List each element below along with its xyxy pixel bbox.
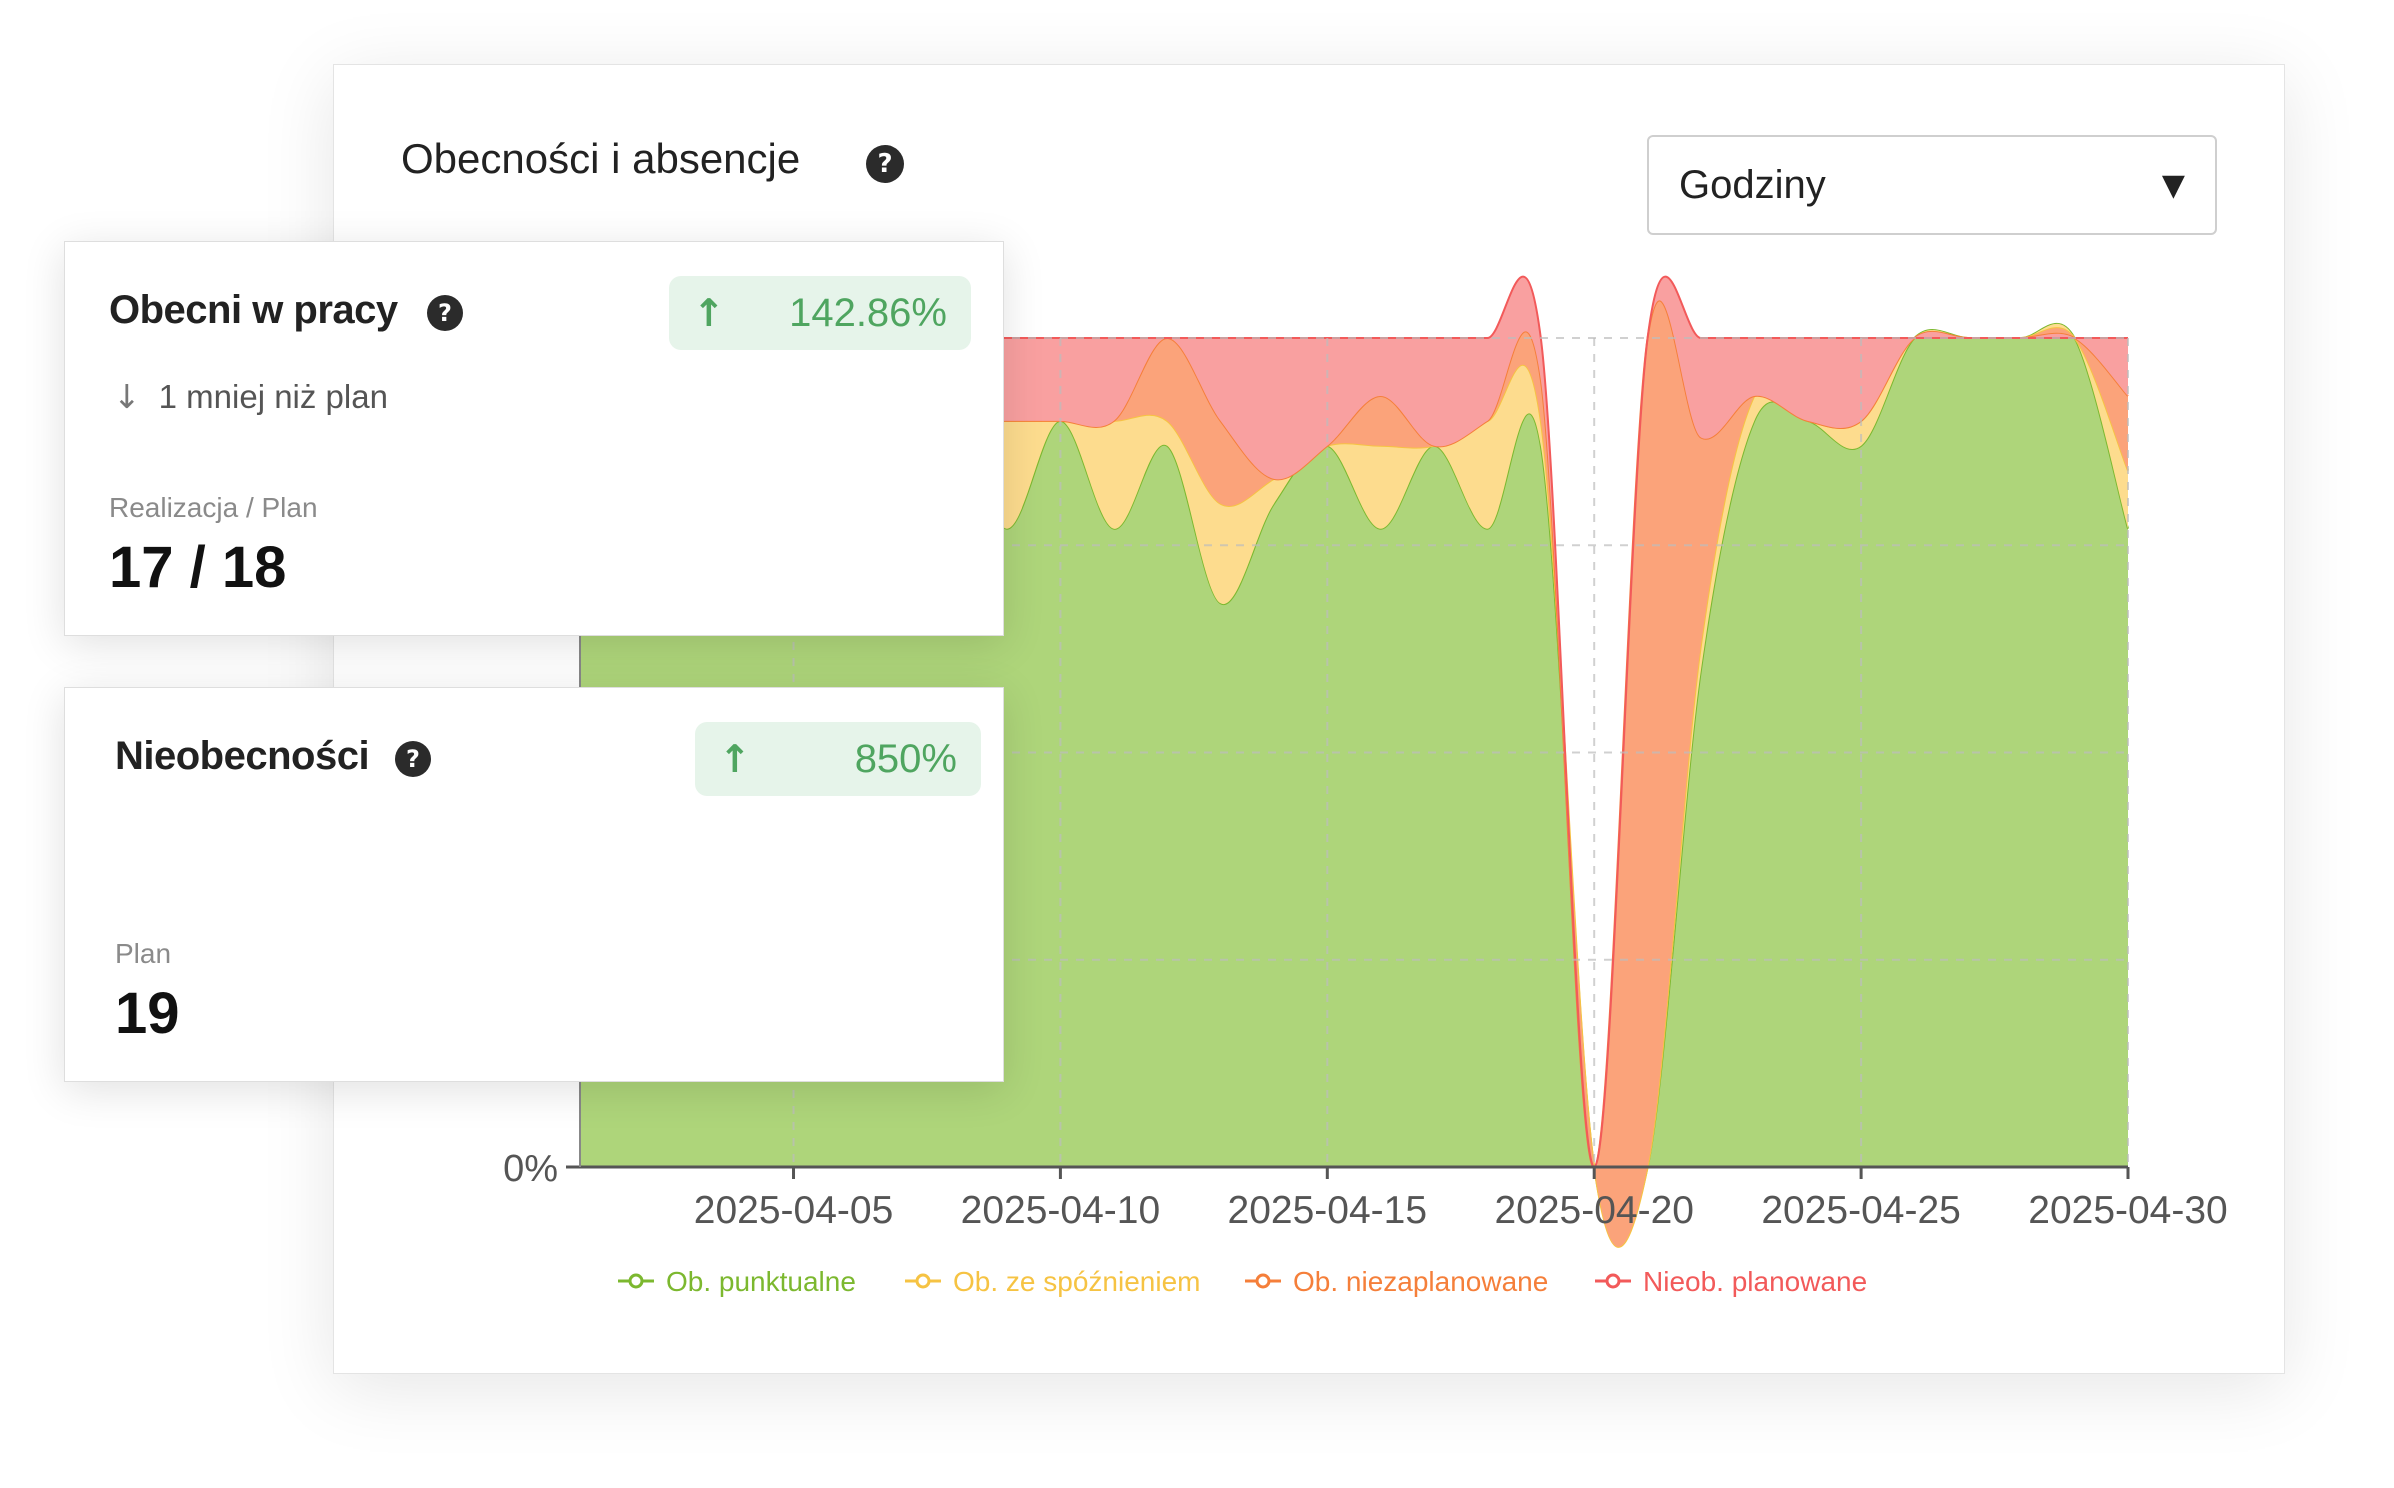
unit-select[interactable]: Godziny ▼ xyxy=(1647,135,2217,235)
present-metric-label: Realizacja / Plan xyxy=(109,492,318,523)
absent-metric-label: Plan xyxy=(115,938,172,969)
present-vs-plan: ↓ 1 mniej niż plan xyxy=(113,377,388,416)
present-metric-value: 17 / 18 xyxy=(109,535,287,600)
x-tick-label: 2025-04-20 xyxy=(1494,1189,1694,1232)
dropdown-arrow-icon: ▼ xyxy=(2161,167,2185,203)
absent-metric-value: 19 xyxy=(115,981,180,1046)
absent-card-title: Nieobecności xyxy=(115,734,370,778)
help-icon[interactable]: ? xyxy=(395,741,431,777)
legend-item-1[interactable]: Ob. punktualne xyxy=(618,1266,856,1297)
legend-label: Ob. ze spóźnieniem xyxy=(953,1266,1200,1297)
arrow-up-icon: ↑ xyxy=(693,291,725,335)
x-tick-label: 2025-04-10 xyxy=(961,1189,1161,1232)
x-tick-label: 2025-04-25 xyxy=(1761,1189,1961,1232)
absent-change-badge: ↑ 850% xyxy=(695,722,981,796)
legend-label: Nieob. planowane xyxy=(1643,1266,1867,1297)
present-change-value: 142.86% xyxy=(789,290,947,335)
x-tick-label: 2025-04-30 xyxy=(2028,1189,2228,1232)
arrow-down-icon: ↓ xyxy=(113,377,141,416)
help-icon[interactable]: ? xyxy=(427,295,463,331)
present-vs-plan-text: 1 mniej niż plan xyxy=(158,378,388,415)
legend-marker-icon xyxy=(915,1273,931,1289)
legend-marker-icon xyxy=(628,1273,644,1289)
x-tick-label: 2025-04-15 xyxy=(1228,1189,1428,1232)
legend-marker-icon xyxy=(1605,1273,1621,1289)
present-card-title: Obecni w pracy xyxy=(109,288,398,332)
help-icon[interactable]: ? xyxy=(866,145,904,183)
unit-select-value: Godziny xyxy=(1679,162,1826,207)
legend-item-2[interactable]: Ob. ze spóźnieniem xyxy=(905,1266,1200,1297)
legend-label: Ob. punktualne xyxy=(666,1266,856,1297)
arrow-up-icon: ↑ xyxy=(719,737,751,781)
absent-change-value: 850% xyxy=(854,736,957,781)
present-change-badge: ↑ 142.86% xyxy=(669,276,971,350)
x-tick-label: 2025-04-05 xyxy=(694,1189,894,1232)
panel-title: Obecności i absencje xyxy=(401,135,801,182)
present-card: Obecni w pracy ? ↑ 142.86% ↓ 1 mniej niż … xyxy=(64,241,1004,636)
legend-marker-icon xyxy=(1255,1273,1271,1289)
legend-item-3[interactable]: Ob. niezaplanowane xyxy=(1245,1266,1548,1297)
absent-card: Nieobecności ? ↑ 850% Plan 19 xyxy=(64,687,1004,1082)
legend-item-4[interactable]: Nieob. planowane xyxy=(1595,1266,1867,1297)
legend-label: Ob. niezaplanowane xyxy=(1293,1266,1548,1297)
y-tick-label: 0% xyxy=(503,1148,558,1190)
